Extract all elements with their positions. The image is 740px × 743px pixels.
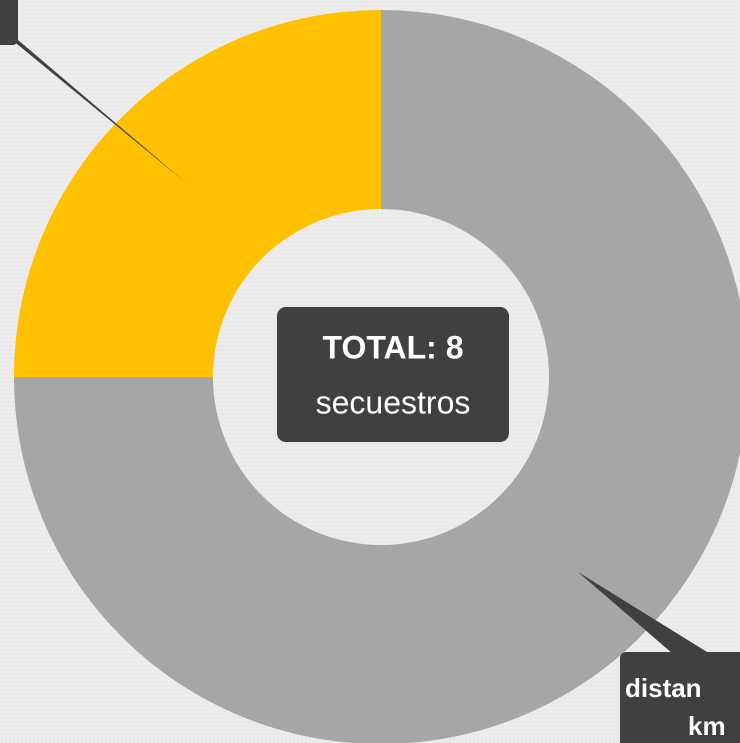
callout-box bbox=[620, 652, 740, 743]
callout-box bbox=[0, 0, 18, 45]
center-box bbox=[275, 305, 511, 444]
center-title: TOTAL: 8 bbox=[322, 329, 463, 365]
callout-pointer bbox=[0, 30, 185, 182]
callout-label: km bbox=[688, 711, 726, 741]
donut-segment bbox=[14, 10, 381, 377]
center-subtitle: secuestros bbox=[316, 384, 471, 420]
callout-pointer bbox=[578, 572, 720, 660]
donut-segment bbox=[14, 10, 740, 743]
donut bbox=[14, 10, 740, 743]
callout-label: distan bbox=[625, 673, 702, 703]
